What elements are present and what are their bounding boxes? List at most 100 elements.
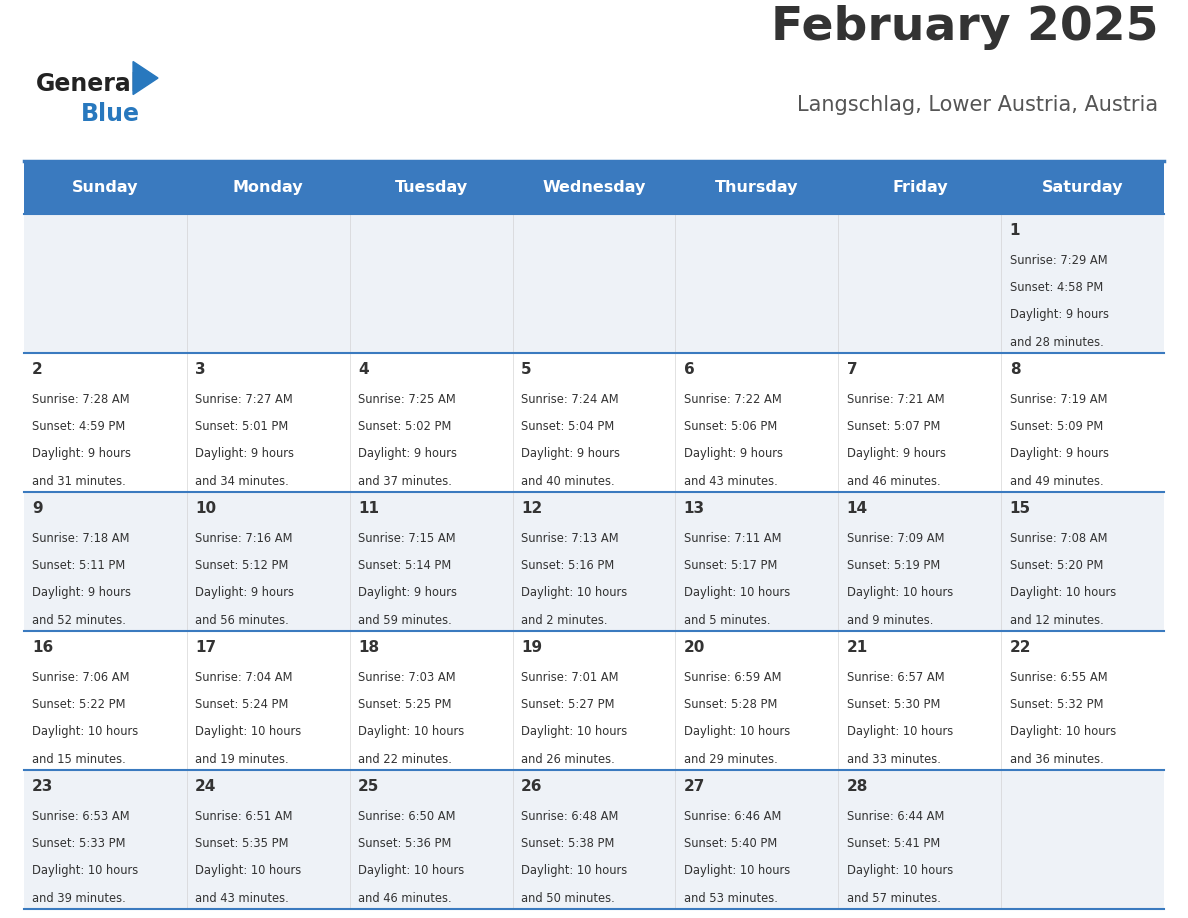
Bar bbox=[24, 214, 1164, 353]
Text: and 19 minutes.: and 19 minutes. bbox=[195, 753, 289, 766]
Text: Daylight: 10 hours: Daylight: 10 hours bbox=[520, 725, 627, 738]
Text: Sunrise: 6:51 AM: Sunrise: 6:51 AM bbox=[195, 811, 292, 823]
Text: Daylight: 10 hours: Daylight: 10 hours bbox=[32, 865, 138, 878]
Text: Tuesday: Tuesday bbox=[394, 180, 468, 195]
Text: Sunrise: 7:13 AM: Sunrise: 7:13 AM bbox=[520, 532, 619, 545]
Text: and 26 minutes.: and 26 minutes. bbox=[520, 753, 614, 766]
Text: Sunrise: 6:57 AM: Sunrise: 6:57 AM bbox=[847, 671, 944, 684]
Text: and 40 minutes.: and 40 minutes. bbox=[520, 475, 614, 487]
Text: and 22 minutes.: and 22 minutes. bbox=[358, 753, 451, 766]
Text: Sunrise: 7:11 AM: Sunrise: 7:11 AM bbox=[684, 532, 782, 545]
Text: Sunset: 5:28 PM: Sunset: 5:28 PM bbox=[684, 699, 777, 711]
Text: Sunset: 5:09 PM: Sunset: 5:09 PM bbox=[1010, 420, 1102, 433]
Text: 28: 28 bbox=[847, 779, 868, 794]
Text: Sunset: 5:30 PM: Sunset: 5:30 PM bbox=[847, 699, 940, 711]
Text: Sunset: 5:35 PM: Sunset: 5:35 PM bbox=[195, 837, 289, 850]
Text: Sunrise: 6:46 AM: Sunrise: 6:46 AM bbox=[684, 811, 782, 823]
Text: 15: 15 bbox=[1010, 501, 1031, 516]
Text: 23: 23 bbox=[32, 779, 53, 794]
Text: Daylight: 10 hours: Daylight: 10 hours bbox=[520, 587, 627, 599]
Text: Sunrise: 7:06 AM: Sunrise: 7:06 AM bbox=[32, 671, 129, 684]
Text: Sunset: 5:07 PM: Sunset: 5:07 PM bbox=[847, 420, 940, 433]
Text: Sunday: Sunday bbox=[72, 180, 139, 195]
Text: and 46 minutes.: and 46 minutes. bbox=[847, 475, 941, 487]
Text: and 50 minutes.: and 50 minutes. bbox=[520, 891, 614, 904]
Text: 5: 5 bbox=[520, 362, 531, 377]
Text: and 36 minutes.: and 36 minutes. bbox=[1010, 753, 1104, 766]
Text: Sunset: 5:32 PM: Sunset: 5:32 PM bbox=[1010, 699, 1104, 711]
Text: Sunrise: 6:55 AM: Sunrise: 6:55 AM bbox=[1010, 671, 1107, 684]
Text: Daylight: 10 hours: Daylight: 10 hours bbox=[1010, 587, 1116, 599]
Text: and 31 minutes.: and 31 minutes. bbox=[32, 475, 126, 487]
Text: Sunrise: 7:29 AM: Sunrise: 7:29 AM bbox=[1010, 254, 1107, 267]
Text: 18: 18 bbox=[358, 640, 379, 655]
Text: 20: 20 bbox=[684, 640, 706, 655]
Text: Sunrise: 7:01 AM: Sunrise: 7:01 AM bbox=[520, 671, 618, 684]
Polygon shape bbox=[133, 62, 158, 95]
Text: and 12 minutes.: and 12 minutes. bbox=[1010, 613, 1104, 627]
Text: 10: 10 bbox=[195, 501, 216, 516]
Text: and 57 minutes.: and 57 minutes. bbox=[847, 891, 941, 904]
Text: 12: 12 bbox=[520, 501, 542, 516]
Text: Sunrise: 7:04 AM: Sunrise: 7:04 AM bbox=[195, 671, 292, 684]
Text: Sunrise: 7:15 AM: Sunrise: 7:15 AM bbox=[358, 532, 455, 545]
Text: Daylight: 10 hours: Daylight: 10 hours bbox=[195, 725, 302, 738]
Text: and 37 minutes.: and 37 minutes. bbox=[358, 475, 451, 487]
Text: Sunrise: 7:24 AM: Sunrise: 7:24 AM bbox=[520, 393, 619, 407]
Text: Sunset: 5:14 PM: Sunset: 5:14 PM bbox=[358, 559, 451, 572]
Text: Sunrise: 7:03 AM: Sunrise: 7:03 AM bbox=[358, 671, 455, 684]
Text: 19: 19 bbox=[520, 640, 542, 655]
Text: Daylight: 9 hours: Daylight: 9 hours bbox=[32, 587, 131, 599]
Text: Daylight: 10 hours: Daylight: 10 hours bbox=[847, 865, 953, 878]
Text: Sunset: 5:17 PM: Sunset: 5:17 PM bbox=[684, 559, 777, 572]
Text: Daylight: 10 hours: Daylight: 10 hours bbox=[358, 725, 465, 738]
Text: and 43 minutes.: and 43 minutes. bbox=[195, 891, 289, 904]
Text: Daylight: 9 hours: Daylight: 9 hours bbox=[358, 587, 457, 599]
Text: 7: 7 bbox=[847, 362, 858, 377]
Bar bbox=[24, 161, 1164, 214]
Text: Sunrise: 7:21 AM: Sunrise: 7:21 AM bbox=[847, 393, 944, 407]
Text: Daylight: 10 hours: Daylight: 10 hours bbox=[847, 587, 953, 599]
Text: Sunrise: 6:50 AM: Sunrise: 6:50 AM bbox=[358, 811, 455, 823]
Text: Daylight: 9 hours: Daylight: 9 hours bbox=[195, 587, 293, 599]
Text: Daylight: 9 hours: Daylight: 9 hours bbox=[1010, 308, 1108, 321]
Text: Sunrise: 6:53 AM: Sunrise: 6:53 AM bbox=[32, 811, 129, 823]
Text: 16: 16 bbox=[32, 640, 53, 655]
Text: Daylight: 9 hours: Daylight: 9 hours bbox=[520, 447, 620, 461]
Bar bbox=[24, 770, 1164, 909]
Text: Sunrise: 7:27 AM: Sunrise: 7:27 AM bbox=[195, 393, 292, 407]
Text: and 28 minutes.: and 28 minutes. bbox=[1010, 336, 1104, 349]
Bar bbox=[24, 492, 1164, 631]
Text: 2: 2 bbox=[32, 362, 43, 377]
Text: Sunset: 4:59 PM: Sunset: 4:59 PM bbox=[32, 420, 125, 433]
Text: Sunrise: 6:59 AM: Sunrise: 6:59 AM bbox=[684, 671, 782, 684]
Text: February 2025: February 2025 bbox=[771, 6, 1158, 50]
Text: Sunrise: 7:25 AM: Sunrise: 7:25 AM bbox=[358, 393, 456, 407]
Text: Sunset: 5:20 PM: Sunset: 5:20 PM bbox=[1010, 559, 1102, 572]
Text: and 46 minutes.: and 46 minutes. bbox=[358, 891, 451, 904]
Text: and 15 minutes.: and 15 minutes. bbox=[32, 753, 126, 766]
Text: Daylight: 10 hours: Daylight: 10 hours bbox=[847, 725, 953, 738]
Text: Sunset: 5:40 PM: Sunset: 5:40 PM bbox=[684, 837, 777, 850]
Text: General: General bbox=[36, 73, 139, 96]
Text: Daylight: 9 hours: Daylight: 9 hours bbox=[195, 447, 293, 461]
Text: Thursday: Thursday bbox=[715, 180, 798, 195]
Text: and 53 minutes.: and 53 minutes. bbox=[684, 891, 778, 904]
Text: Sunset: 5:41 PM: Sunset: 5:41 PM bbox=[847, 837, 940, 850]
Text: 4: 4 bbox=[358, 362, 368, 377]
Text: Sunset: 5:24 PM: Sunset: 5:24 PM bbox=[195, 699, 289, 711]
Text: and 34 minutes.: and 34 minutes. bbox=[195, 475, 289, 487]
Text: Sunset: 5:22 PM: Sunset: 5:22 PM bbox=[32, 699, 126, 711]
Text: Friday: Friday bbox=[892, 180, 948, 195]
Text: Sunset: 5:02 PM: Sunset: 5:02 PM bbox=[358, 420, 451, 433]
Text: Sunset: 5:27 PM: Sunset: 5:27 PM bbox=[520, 699, 614, 711]
Text: Monday: Monday bbox=[233, 180, 303, 195]
Text: and 43 minutes.: and 43 minutes. bbox=[684, 475, 777, 487]
Text: Daylight: 9 hours: Daylight: 9 hours bbox=[847, 447, 946, 461]
Text: and 52 minutes.: and 52 minutes. bbox=[32, 613, 126, 627]
Text: 21: 21 bbox=[847, 640, 868, 655]
Text: Sunset: 5:04 PM: Sunset: 5:04 PM bbox=[520, 420, 614, 433]
Bar bbox=[24, 353, 1164, 492]
Text: and 2 minutes.: and 2 minutes. bbox=[520, 613, 607, 627]
Text: Wednesday: Wednesday bbox=[542, 180, 646, 195]
